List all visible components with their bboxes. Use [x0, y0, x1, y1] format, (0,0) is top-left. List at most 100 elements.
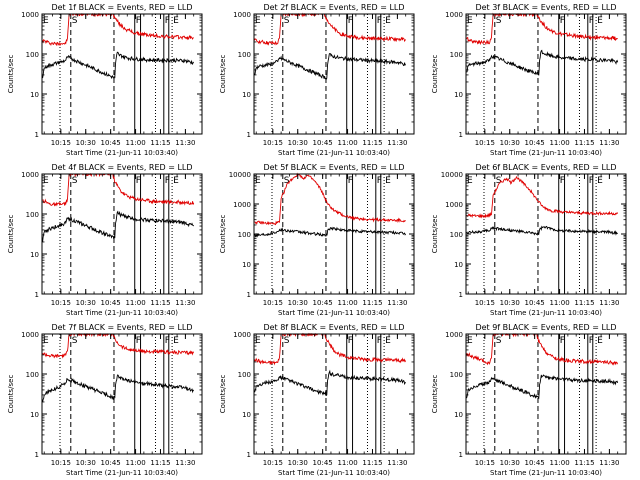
x-tick-label: 11:30 [599, 299, 619, 307]
y-tick-label: 10000 [441, 171, 463, 179]
x-tick-label: 10:45 [101, 459, 121, 467]
marker-label-F: F [589, 176, 594, 186]
x-tick-label: 11:15 [574, 459, 594, 467]
x-axis-label: Start Time (21-Jun-11 10:03:40) [66, 309, 178, 317]
marker-label-F: F [377, 336, 382, 346]
y-tick-label: 1 [247, 291, 251, 299]
x-tick-label: 10:15 [263, 139, 283, 147]
marker-label-E: E [173, 16, 179, 26]
y-axis-label: Counts/sec [7, 375, 15, 414]
x-tick-label: 10:30 [500, 139, 520, 147]
marker-label-E: E [467, 336, 473, 346]
y-tick-label: 10 [242, 411, 251, 419]
chart-title: Det 3f BLACK = Events, RED = LLD [475, 3, 616, 12]
marker-label-E: E [43, 336, 49, 346]
x-tick-label: 11:15 [150, 139, 170, 147]
y-tick-label: 1000 [445, 201, 463, 209]
x-tick-label: 11:00 [549, 299, 569, 307]
y-tick-label: 1 [247, 131, 251, 139]
marker-label-F: F [348, 16, 353, 26]
x-tick-label: 10:45 [313, 459, 333, 467]
chart-title: Det 8f BLACK = Events, RED = LLD [263, 323, 404, 332]
x-tick-label: 11:30 [387, 459, 407, 467]
marker-label-F: F [348, 176, 353, 186]
x-axis-label: Start Time (21-Jun-11 10:03:40) [490, 469, 602, 477]
chart-panel-7: Det 7f BLACK = Events, RED = LLD Counts/s… [7, 323, 203, 477]
marker-label-E: E [173, 336, 179, 346]
chart-panel-4: Det 4f BLACK = Events, RED = LLD Counts/s… [7, 163, 203, 317]
x-tick-label: 10:30 [500, 299, 520, 307]
y-tick-label: 1000 [233, 201, 251, 209]
x-tick-label: 11:15 [574, 299, 594, 307]
marker-label-F: F [165, 176, 170, 186]
y-tick-label: 100 [450, 371, 463, 379]
x-tick-label: 10:15 [263, 459, 283, 467]
x-tick-label: 10:15 [51, 139, 71, 147]
x-tick-label: 11:00 [125, 139, 145, 147]
marker-label-F: F [377, 176, 382, 186]
x-tick-label: 10:45 [313, 299, 333, 307]
y-axis-label: Counts/sec [7, 215, 15, 254]
series-line-lld [254, 12, 407, 46]
y-tick-label: 1 [247, 451, 251, 459]
marker-label-E: E [173, 176, 179, 186]
y-tick-label: 1000 [445, 331, 463, 339]
y-tick-label: 100 [450, 51, 463, 59]
x-tick-label: 11:15 [150, 459, 170, 467]
marker-label-S: S [72, 16, 78, 26]
series-line-lld [466, 332, 619, 366]
x-tick-label: 10:30 [76, 299, 96, 307]
series-line-events [466, 374, 619, 400]
y-tick-label: 1 [35, 131, 39, 139]
plot-frame [465, 173, 627, 295]
x-tick-label: 10:45 [101, 139, 121, 147]
marker-label-F: F [589, 336, 594, 346]
y-tick-label: 10 [30, 411, 39, 419]
x-axis-label: Start Time (21-Jun-11 10:03:40) [278, 149, 390, 157]
x-tick-label: 10:45 [313, 139, 333, 147]
series-line-lld [254, 172, 406, 226]
marker-label-F: F [560, 176, 565, 186]
x-tick-label: 11:30 [175, 299, 195, 307]
x-tick-label: 11:30 [175, 459, 195, 467]
series-line-events [254, 53, 407, 80]
y-tick-label: 1 [35, 451, 39, 459]
marker-label-F: F [136, 16, 141, 26]
series-line-events [42, 210, 195, 243]
marker-label-E: E [255, 176, 261, 186]
x-tick-label: 10:30 [288, 459, 308, 467]
chart-panel-5: Det 5f BLACK = Events, RED = LLD Counts/s… [219, 163, 415, 317]
series-line-lld [42, 332, 195, 359]
x-tick-label: 11:15 [150, 299, 170, 307]
x-tick-label: 10:45 [525, 299, 545, 307]
x-tick-label: 11:15 [362, 459, 382, 467]
x-axis-label: Start Time (21-Jun-11 10:03:40) [66, 149, 178, 157]
y-tick-label: 1 [459, 451, 463, 459]
x-tick-label: 11:30 [387, 299, 407, 307]
marker-label-E: E [385, 176, 391, 186]
marker-label-F: F [165, 16, 170, 26]
marker-label-S: S [496, 336, 502, 346]
y-tick-label: 10000 [229, 171, 251, 179]
chart-title: Det 6f BLACK = Events, RED = LLD [475, 163, 616, 172]
y-tick-label: 1000 [445, 11, 463, 19]
y-tick-label: 10 [454, 261, 463, 269]
chart-panel-8: Det 8f BLACK = Events, RED = LLD Counts/s… [219, 323, 415, 477]
y-tick-label: 10 [242, 91, 251, 99]
x-tick-label: 10:45 [525, 139, 545, 147]
x-tick-label: 10:45 [525, 459, 545, 467]
y-tick-label: 1 [35, 291, 39, 299]
x-axis-label: Start Time (21-Jun-11 10:03:40) [278, 309, 390, 317]
marker-label-E: E [43, 16, 49, 26]
chart-title: Det 1f BLACK = Events, RED = LLD [51, 3, 192, 12]
x-tick-label: 10:15 [475, 299, 495, 307]
y-tick-label: 100 [238, 231, 251, 239]
chart-title: Det 4f BLACK = Events, RED = LLD [51, 163, 192, 172]
marker-label-S: S [284, 16, 290, 26]
x-tick-label: 11:15 [574, 139, 594, 147]
chart-panel-6: Det 6f BLACK = Events, RED = LLD Counts/s… [431, 163, 627, 317]
plot-frame [41, 13, 203, 135]
x-axis-label: Start Time (21-Jun-11 10:03:40) [490, 149, 602, 157]
y-axis-label: Counts/sec [7, 55, 15, 94]
series-line-lld [42, 172, 195, 207]
